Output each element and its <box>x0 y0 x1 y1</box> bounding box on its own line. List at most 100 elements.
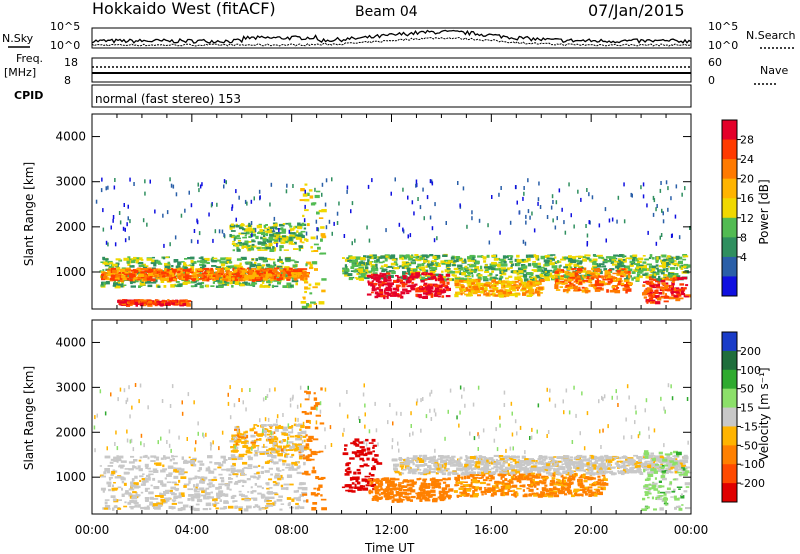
heatmap-cell <box>381 491 386 495</box>
heatmap-cell <box>373 277 376 281</box>
heatmap-cell <box>442 493 445 497</box>
heatmap-speckle <box>196 220 199 225</box>
heatmap-cell <box>647 291 652 294</box>
heatmap-cell <box>230 450 235 453</box>
heatmap-cell <box>305 261 312 265</box>
heatmap-cell <box>261 466 264 469</box>
heatmap-speckle <box>162 213 164 218</box>
heatmap-speckle <box>338 201 340 206</box>
heatmap-cell <box>299 428 302 431</box>
heatmap-cell <box>398 482 404 484</box>
heatmap-cell <box>664 265 669 267</box>
heatmap-cell <box>241 498 247 501</box>
heatmap-cell <box>408 284 413 288</box>
heatmap-cell <box>301 487 308 491</box>
heatmap-speckle <box>655 241 658 246</box>
heatmap-cell <box>362 487 369 491</box>
heatmap-speckle <box>413 211 415 216</box>
heatmap-cell <box>493 279 496 283</box>
heatmap-cell <box>239 433 245 436</box>
heatmap-cell <box>280 474 283 479</box>
heatmap-cell <box>293 269 299 272</box>
heatmap-cell <box>290 259 295 262</box>
heatmap-cell <box>286 463 291 467</box>
heatmap-cell <box>233 482 239 485</box>
heatmap-speckle <box>689 226 691 230</box>
heatmap-cell <box>616 278 622 282</box>
heatmap-cell <box>130 269 136 272</box>
heatmap-cell <box>252 227 256 231</box>
heatmap-cell <box>286 486 289 491</box>
heatmap-cell <box>438 288 443 292</box>
heatmap-cell <box>463 258 467 262</box>
heatmap-cell <box>654 289 659 294</box>
heatmap-cell <box>178 492 181 496</box>
heatmap-cell <box>315 402 320 406</box>
heatmap-cell <box>283 445 287 449</box>
heatmap-cell <box>425 293 429 296</box>
heatmap-cell <box>643 289 650 293</box>
heatmap-cell <box>168 505 174 509</box>
heatmap-cell <box>480 287 484 291</box>
heatmap-cell <box>143 274 148 278</box>
heatmap-cell <box>575 271 582 274</box>
heatmap-cell <box>184 266 188 270</box>
heatmap-cell <box>214 462 220 465</box>
heatmap-cell <box>266 500 272 502</box>
heatmap-cell <box>424 499 431 502</box>
heatmap-cell <box>649 274 654 277</box>
heatmap-cell <box>357 486 363 490</box>
heatmap-speckle <box>498 192 500 197</box>
heatmap-cell <box>188 477 193 481</box>
heatmap-cell <box>353 442 357 445</box>
heatmap-cell <box>473 270 477 274</box>
heatmap-cell <box>371 467 376 471</box>
heatmap-cell <box>184 258 188 260</box>
heatmap-cell <box>208 507 212 510</box>
heatmap-cell <box>245 430 248 434</box>
heatmap-cell <box>182 302 186 306</box>
heatmap-cell <box>251 245 257 248</box>
heatmap-cell <box>108 272 115 275</box>
heatmap-cell <box>649 270 654 273</box>
heatmap-cell <box>446 268 451 270</box>
heatmap-cell <box>313 250 319 252</box>
heatmap-cell <box>507 258 513 260</box>
heatmap-speckle <box>285 189 288 194</box>
heatmap-cell <box>276 272 281 275</box>
heatmap-cell <box>130 276 137 279</box>
heatmap-cell <box>155 458 159 461</box>
heatmap-speckle <box>524 241 527 246</box>
heatmap-cell <box>284 454 287 458</box>
heatmap-cell <box>249 228 254 232</box>
heatmap-cell <box>475 261 479 264</box>
heatmap-cell <box>395 293 400 295</box>
heatmap-cell <box>131 496 138 500</box>
heatmap-cell <box>365 262 370 266</box>
heatmap-cell <box>411 261 416 264</box>
heatmap-cell <box>559 264 562 267</box>
heatmap-cell <box>654 291 659 294</box>
heatmap-cell <box>639 275 643 279</box>
heatmap-cell <box>348 486 354 489</box>
heatmap-cell <box>135 467 139 470</box>
heatmap-cell <box>442 481 447 484</box>
heatmap-cell <box>454 293 459 298</box>
heatmap-cell <box>268 467 273 470</box>
heatmap-cell <box>222 278 229 281</box>
heatmap-cell <box>407 273 410 275</box>
heatmap-speckle <box>314 187 316 192</box>
heatmap-cell <box>228 481 233 484</box>
heatmap-cell <box>355 454 361 458</box>
heatmap-cell <box>385 255 389 258</box>
heatmap-cell <box>123 299 128 302</box>
heatmap-cell <box>645 281 652 285</box>
heatmap-cell <box>171 499 177 502</box>
heatmap-speckle <box>218 229 221 234</box>
heatmap-cell <box>144 499 148 502</box>
heatmap-cell <box>147 267 152 270</box>
heatmap-speckle <box>647 230 649 235</box>
heatmap-cell <box>155 462 162 466</box>
heatmap-cell <box>534 281 540 284</box>
heatmap-cell <box>477 277 482 281</box>
